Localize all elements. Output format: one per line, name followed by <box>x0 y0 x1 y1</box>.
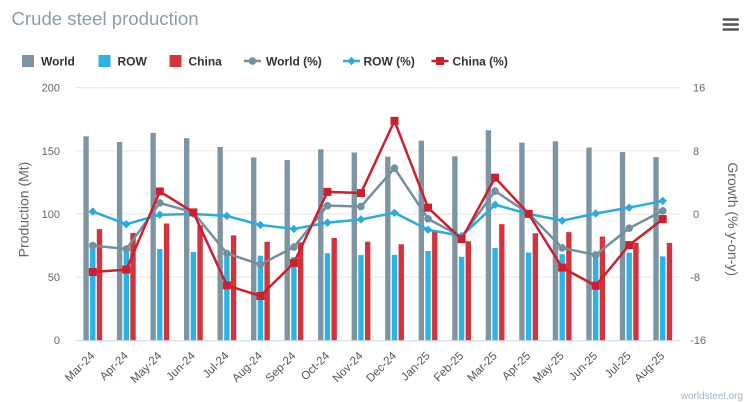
svg-text:150: 150 <box>42 146 60 158</box>
svg-text:Production (Mt): Production (Mt) <box>15 162 31 258</box>
svg-text:ROW (%): ROW (%) <box>364 55 415 69</box>
svg-text:8: 8 <box>693 146 699 158</box>
svg-text:ROW: ROW <box>118 55 148 69</box>
svg-text:worldsteel.org: worldsteel.org <box>680 391 743 402</box>
svg-text:50: 50 <box>48 272 60 284</box>
svg-text:200: 200 <box>42 83 60 95</box>
svg-text:Crude steel production: Crude steel production <box>12 8 199 29</box>
svg-text:0: 0 <box>693 209 699 221</box>
svg-text:-16: -16 <box>690 335 706 347</box>
svg-text:China: China <box>189 55 223 69</box>
svg-text:-8: -8 <box>690 272 700 284</box>
svg-text:World: World <box>41 55 75 69</box>
svg-text:World (%): World (%) <box>266 55 322 69</box>
svg-text:100: 100 <box>42 209 60 221</box>
svg-text:0: 0 <box>54 335 60 347</box>
svg-text:Growth (% y-on-y): Growth (% y-on-y) <box>725 162 741 276</box>
svg-text:16: 16 <box>693 83 705 95</box>
svg-text:China (%): China (%) <box>453 55 508 69</box>
